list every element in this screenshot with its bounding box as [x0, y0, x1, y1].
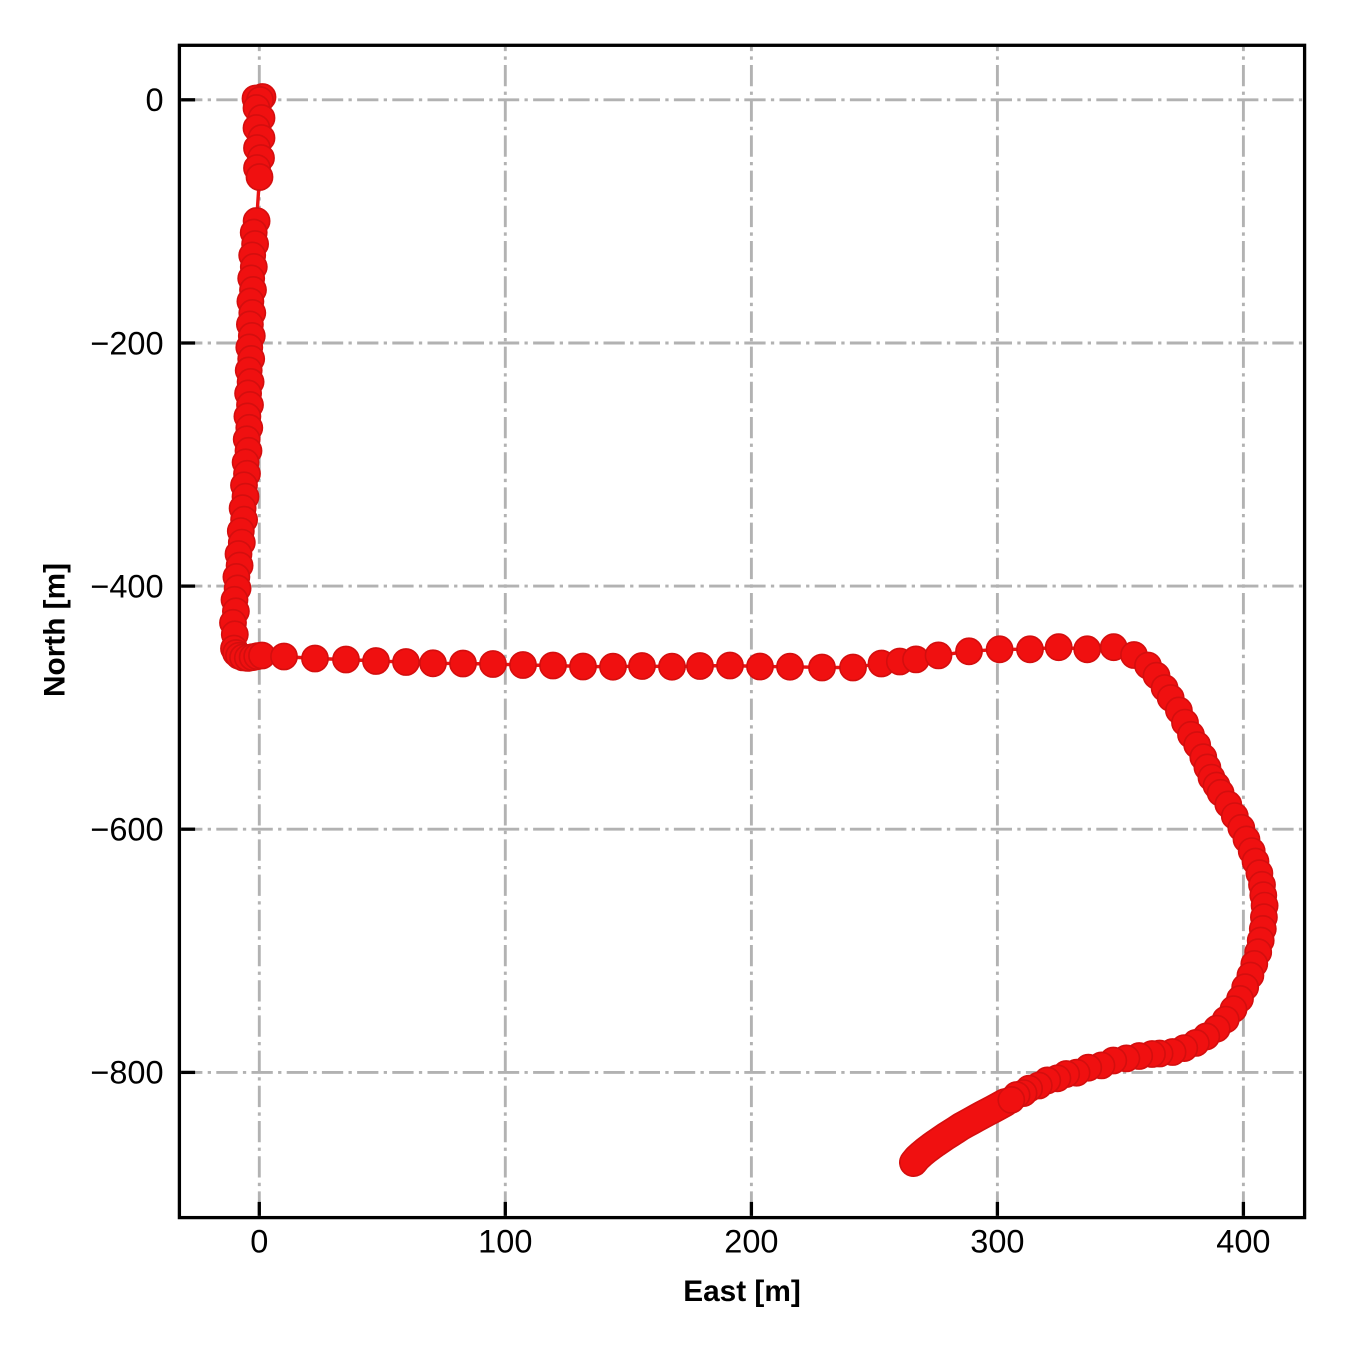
svg-text:−800: −800 — [90, 1055, 163, 1091]
svg-text:−200: −200 — [90, 325, 163, 361]
svg-text:East [m]: East [m] — [683, 1275, 801, 1308]
svg-text:North [m]: North [m] — [39, 563, 72, 697]
svg-text:300: 300 — [970, 1224, 1024, 1260]
svg-text:−400: −400 — [90, 568, 163, 604]
svg-text:100: 100 — [478, 1224, 532, 1260]
svg-text:400: 400 — [1216, 1224, 1270, 1260]
svg-text:200: 200 — [724, 1224, 778, 1260]
svg-text:0: 0 — [146, 82, 164, 118]
svg-text:−600: −600 — [90, 812, 163, 848]
svg-text:0: 0 — [250, 1224, 268, 1260]
